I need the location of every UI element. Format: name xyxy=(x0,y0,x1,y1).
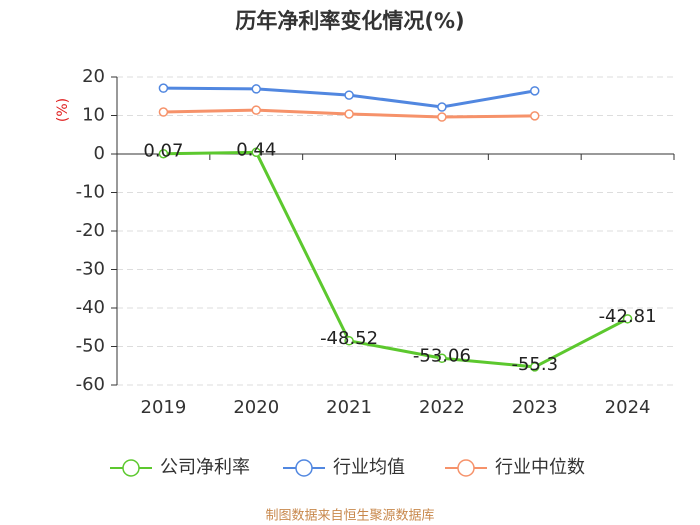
data-point xyxy=(158,107,169,117)
x-tick-label: 2019 xyxy=(141,397,187,418)
data-point xyxy=(251,84,261,94)
source-note: 制图数据来自恒生聚源数据库 xyxy=(265,508,434,524)
x-tick-label: 2021 xyxy=(326,397,372,418)
y-tick-label: 20 xyxy=(82,66,105,87)
legend-label: 行业均值 xyxy=(333,457,405,478)
y-tick-label: -60 xyxy=(76,374,105,395)
data-label: -48.52 xyxy=(320,328,378,349)
data-label: -53.06 xyxy=(413,345,471,366)
data-point xyxy=(344,90,354,100)
y-tick-label: -40 xyxy=(76,297,105,318)
legend-marker xyxy=(295,459,313,477)
data-point xyxy=(344,336,354,346)
data-point xyxy=(158,148,169,159)
chart-title: 历年净利率变化情况(%) xyxy=(235,9,464,33)
data-point xyxy=(437,102,447,112)
y-tick-label: 10 xyxy=(82,105,105,126)
x-tick-label: 2020 xyxy=(233,397,279,418)
y-tick-label: -10 xyxy=(76,182,105,203)
data-label: 0.07 xyxy=(143,141,183,162)
data-point xyxy=(622,314,633,324)
y-axis-label: (%) xyxy=(55,98,71,122)
data-point xyxy=(158,83,169,93)
data-point xyxy=(530,362,540,372)
data-point xyxy=(251,105,261,115)
x-tick-label: 2023 xyxy=(512,397,558,418)
legend-label: 公司净利率 xyxy=(160,457,250,478)
data-point xyxy=(530,111,540,121)
data-point xyxy=(251,147,261,158)
data-point xyxy=(530,86,540,96)
data-label: -42.81 xyxy=(599,306,657,327)
legend-label: 行业中位数 xyxy=(495,457,585,478)
series-line xyxy=(163,150,629,369)
data-point xyxy=(344,109,354,119)
y-tick-label: -20 xyxy=(76,220,105,241)
y-tick-label: -50 xyxy=(76,336,105,357)
data-label: 0.44 xyxy=(236,139,276,160)
data-point xyxy=(437,353,447,364)
data-point xyxy=(437,112,447,122)
legend-marker xyxy=(457,459,475,477)
legend-marker xyxy=(122,459,140,477)
data-label: -55.3 xyxy=(511,354,558,375)
x-tick-label: 2024 xyxy=(605,397,651,418)
y-tick-label: -30 xyxy=(76,259,105,280)
x-tick-label: 2022 xyxy=(419,397,465,418)
y-tick-label: 0 xyxy=(94,143,105,164)
